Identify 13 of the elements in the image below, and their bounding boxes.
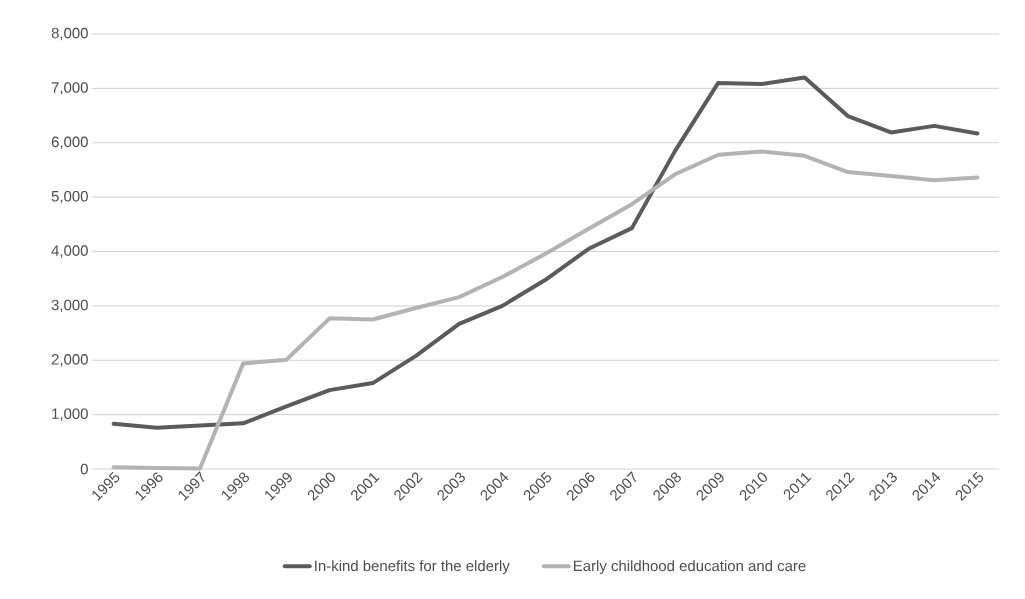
y-tick-label: 6,000 [51,136,88,149]
y-tick-label: 7,000 [51,82,88,95]
y-tick-label: 5,000 [51,190,88,204]
y-tick-label: 4,000 [51,245,88,258]
y-tick-label: 2,000 [51,354,88,367]
line-series [111,149,980,471]
y-tick-label: 1,000 [52,408,88,421]
legend-label: Early childhood education and care [574,560,806,575]
y-tick-label: 8,000 [51,27,88,41]
y-tick-label: 3,000 [51,299,88,313]
line-series [111,75,980,430]
legend-label: In-kind benefits for the elderly [315,560,510,575]
y-tick-label: 0 [80,463,88,475]
